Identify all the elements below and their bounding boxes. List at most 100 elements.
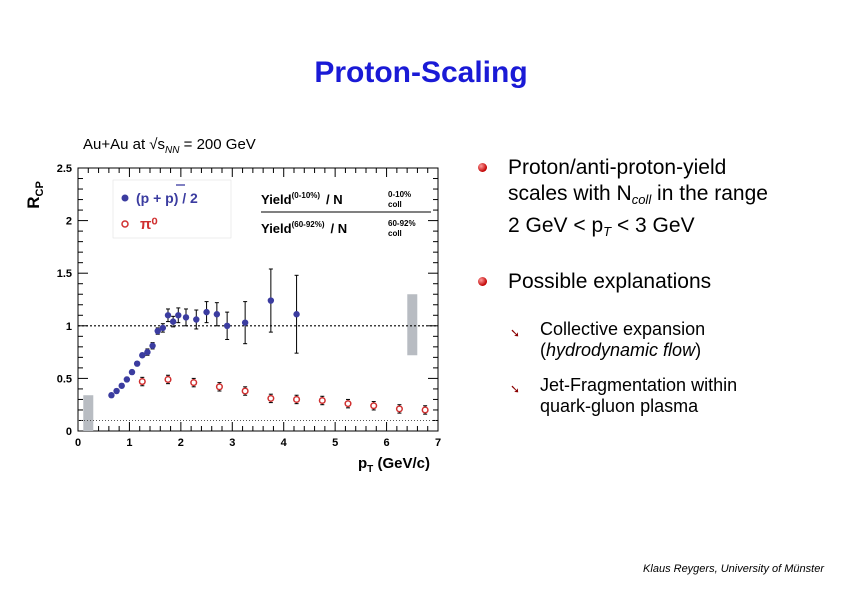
y-axis-label: RCP <box>24 181 46 209</box>
y-tick-label: 0 <box>66 426 72 438</box>
data-point <box>139 352 146 359</box>
bullet-1-line-3-post: < 3 GeV <box>611 214 695 237</box>
data-point <box>241 319 249 326</box>
axes-layer: 0 1 2 3 4 5 6 7 0 0.5 1 1.5 2 2.5 RCP pT (GeV/c) <box>24 163 441 475</box>
x-axis-label: pT (GeV/c) <box>358 455 430 475</box>
bullet-dot-icon <box>478 277 487 286</box>
bullet-dot-icon <box>478 163 487 172</box>
formula-top-coll: coll <box>388 200 402 209</box>
subtitle-prefix: Au+Au at √s <box>83 136 166 153</box>
systematic-bands <box>83 294 418 431</box>
formula-denominator-n: / N <box>331 221 348 236</box>
data-point <box>113 387 120 395</box>
x-axis-label-sub: T <box>367 464 373 475</box>
bullet-1-line-2-pre: scales with N <box>508 182 632 205</box>
x-tick-label: 5 <box>332 437 338 449</box>
legend-box <box>112 179 232 239</box>
data-point <box>118 382 125 389</box>
data-point <box>293 311 300 318</box>
author-credit: Klaus Reygers, University of Münster <box>643 563 824 575</box>
formula-denominator-sup: (60-92%) <box>292 220 325 229</box>
x-tick-label: 3 <box>229 437 235 449</box>
formula-top-centrality: 0-10% <box>388 190 411 199</box>
formula-numerator: Yield(0-10%) / N <box>261 191 343 207</box>
bullet-1-line-2-post: in the range <box>651 182 768 205</box>
data-series <box>108 268 429 415</box>
bullet-list: Proton/anti-proton-yield scales with Nco… <box>478 155 823 431</box>
y-tick-label: 1.5 <box>57 268 72 280</box>
x-tick-label: 6 <box>384 437 390 449</box>
series-pi0 <box>138 374 429 415</box>
formula-bot-centrality: 60-92% <box>388 219 416 228</box>
data-point <box>128 368 136 376</box>
legend-entry-pi0: π⁰ <box>140 216 158 233</box>
data-point <box>421 406 429 414</box>
data-point <box>395 405 403 413</box>
data-point <box>318 396 326 405</box>
data-point <box>182 314 190 321</box>
data-point <box>164 375 172 384</box>
legend-marker-protons <box>121 194 129 202</box>
sub-bullet-arrow-icon: ➘ <box>510 326 521 340</box>
rcp-chart: 0 1 2 3 4 5 6 7 0 0.5 1 1.5 2 2.5 RCP pT (GeV/c) (p + p… <box>24 163 441 475</box>
bullet-1-line-2-sub: coll <box>631 192 652 207</box>
data-point <box>241 387 249 395</box>
data-point <box>169 318 177 325</box>
bullet-explanations: Possible explanations <box>478 269 823 295</box>
bullet-1-line-1: Proton/anti-proton-yield <box>508 156 727 179</box>
sub-bullet-1-line-1: Collective expansion <box>540 319 706 339</box>
sub-bullet-arrow-icon: ➘ <box>510 382 521 396</box>
data-point <box>213 311 221 318</box>
data-point <box>370 402 378 410</box>
data-point <box>175 312 182 319</box>
sub-bullet-1-line-2-post: ) <box>695 340 702 360</box>
data-point <box>267 297 275 304</box>
legend-marker-pi0 <box>121 220 129 228</box>
data-point <box>215 383 223 391</box>
sub-bullet-1-line-2-pre: ( <box>540 340 546 360</box>
sub-bullet-collective-expansion: ➘ Collective expansion (hydrodynamic flo… <box>510 319 823 361</box>
y-tick-label: 2.5 <box>57 163 72 175</box>
data-point <box>190 379 198 387</box>
series-protons <box>108 268 300 399</box>
bullet-1-line-3-sub: T <box>603 224 612 239</box>
data-point <box>223 322 231 329</box>
sub-bullet-jet-fragmentation: ➘ Jet-Fragmentation within quark-gluon p… <box>510 375 823 417</box>
sub-bullet-2-line-2: quark-gluon plasma <box>540 396 699 416</box>
bullet-2-text: Possible explanations <box>508 270 712 293</box>
data-point <box>293 395 301 403</box>
data-point <box>344 400 352 408</box>
x-axis-label-unit: (GeV/c) <box>373 455 430 472</box>
data-point <box>149 342 156 349</box>
data-point <box>154 327 161 335</box>
x-tick-label: 4 <box>281 437 288 449</box>
x-tick-label: 1 <box>126 437 132 449</box>
x-tick-label: 0 <box>75 437 81 449</box>
formula-numerator-sup: (0-10%) <box>292 191 321 200</box>
bullet-proton-scaling: Proton/anti-proton-yield scales with Nco… <box>478 155 823 245</box>
reference-lines <box>78 325 438 421</box>
formula-denominator: Yield(60-92%) / N <box>261 220 347 236</box>
data-point <box>193 316 200 323</box>
data-point <box>144 348 151 356</box>
legend-entry-protons: (p + p) / 2 <box>136 190 198 206</box>
y-tick-label: 2 <box>66 216 72 228</box>
data-point <box>267 394 275 402</box>
y-tick-label: 1 <box>66 321 72 333</box>
data-point <box>203 308 210 316</box>
sub-bullet-1-line-2-em: hydrodynamic flow <box>546 340 696 360</box>
slide-title: Proton-Scaling <box>314 56 528 89</box>
collision-system-label: Au+Au at √sNN = 200 GeV <box>83 136 256 156</box>
plot-frame <box>77 167 439 432</box>
subtitle-suffix: = 200 GeV <box>179 136 256 153</box>
x-tick-label: 2 <box>178 437 184 449</box>
systematic-band <box>407 294 418 356</box>
data-point <box>108 392 115 399</box>
data-point <box>133 360 141 367</box>
y-axis-label-sub: CP <box>34 181 46 196</box>
data-point <box>123 376 131 383</box>
sub-bullet-2-line-1: Jet-Fragmentation within <box>540 375 738 395</box>
y-tick-label: 0.5 <box>57 373 72 385</box>
data-point <box>138 378 146 386</box>
